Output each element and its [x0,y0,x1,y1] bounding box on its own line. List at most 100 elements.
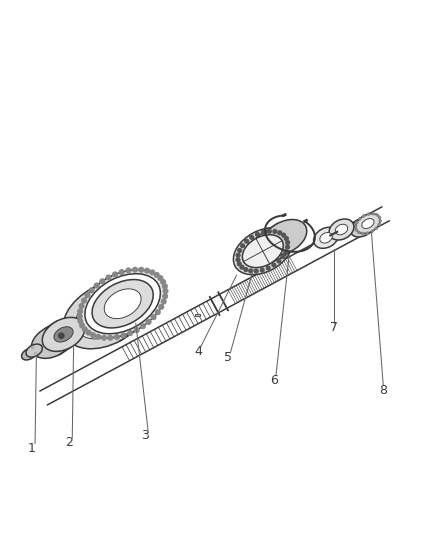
Circle shape [254,269,259,273]
Circle shape [161,298,167,304]
Ellipse shape [320,232,332,243]
Text: 2: 2 [65,436,73,449]
Ellipse shape [356,214,380,233]
Circle shape [151,314,157,320]
Text: 7: 7 [330,321,338,334]
Circle shape [357,231,360,234]
Circle shape [366,231,369,235]
Ellipse shape [329,219,354,240]
Circle shape [114,334,120,340]
Circle shape [162,288,169,294]
Circle shape [101,335,107,341]
Circle shape [138,266,145,273]
Circle shape [276,259,282,264]
Circle shape [77,313,83,319]
Circle shape [112,271,118,278]
Circle shape [367,212,370,216]
Text: 1: 1 [28,442,35,455]
Circle shape [120,333,127,338]
Circle shape [265,265,271,271]
Circle shape [145,319,152,325]
Ellipse shape [350,217,375,237]
Text: 8: 8 [379,384,387,397]
Circle shape [162,283,168,289]
Circle shape [106,274,112,280]
Circle shape [90,332,96,338]
Ellipse shape [54,327,73,342]
Circle shape [134,327,140,333]
Ellipse shape [314,227,339,248]
Circle shape [370,230,374,233]
FancyBboxPatch shape [195,314,200,317]
Circle shape [271,262,276,268]
Circle shape [280,254,286,259]
Circle shape [237,248,242,253]
Circle shape [82,326,88,333]
Polygon shape [40,207,389,405]
Circle shape [255,232,260,237]
Circle shape [285,240,290,245]
Circle shape [236,253,241,258]
Ellipse shape [21,348,36,360]
Ellipse shape [75,290,137,339]
Circle shape [361,232,364,235]
Ellipse shape [85,274,160,334]
Ellipse shape [242,235,283,268]
Circle shape [149,269,155,276]
Circle shape [244,239,249,244]
Circle shape [272,229,278,234]
Ellipse shape [251,228,294,263]
Circle shape [374,227,378,230]
Ellipse shape [26,344,42,357]
Circle shape [355,221,359,224]
Circle shape [127,330,133,336]
Circle shape [78,303,85,309]
Ellipse shape [362,219,374,229]
Circle shape [162,293,168,299]
Circle shape [284,236,289,241]
Ellipse shape [233,228,292,274]
Circle shape [261,230,266,235]
Circle shape [94,282,100,288]
Circle shape [78,318,84,324]
Ellipse shape [31,325,74,358]
Circle shape [144,268,150,274]
Circle shape [378,219,382,222]
Circle shape [237,261,242,266]
Circle shape [358,217,361,221]
Circle shape [125,268,131,273]
Circle shape [240,243,245,248]
Ellipse shape [335,224,348,235]
Circle shape [354,224,357,228]
Circle shape [260,268,265,273]
Circle shape [157,275,163,281]
Circle shape [277,230,283,236]
Circle shape [362,214,366,217]
Circle shape [99,278,106,284]
Circle shape [59,333,64,338]
Circle shape [283,249,289,255]
Ellipse shape [104,289,141,319]
Circle shape [377,223,381,227]
Circle shape [371,212,375,215]
Circle shape [81,297,87,304]
Text: 4: 4 [194,345,202,358]
Circle shape [140,323,146,329]
Circle shape [248,268,253,273]
Circle shape [249,235,254,240]
Circle shape [285,245,290,250]
Circle shape [267,229,272,234]
Circle shape [154,272,160,278]
Circle shape [281,232,286,238]
Circle shape [378,215,381,219]
Circle shape [355,228,358,231]
Ellipse shape [42,318,85,351]
Circle shape [85,292,91,298]
Circle shape [235,257,240,262]
Circle shape [158,304,164,310]
Circle shape [160,279,166,285]
Ellipse shape [63,280,149,349]
Ellipse shape [80,270,166,338]
Text: 3: 3 [141,429,148,442]
Circle shape [375,213,379,216]
